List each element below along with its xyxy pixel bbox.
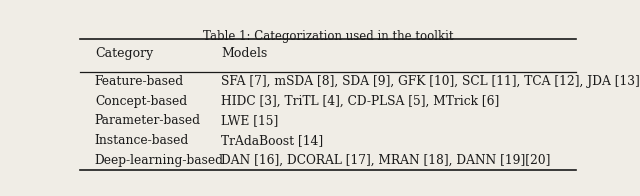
- Text: Table 1: Categorization used in the toolkit: Table 1: Categorization used in the tool…: [203, 30, 453, 43]
- Text: Concept-based: Concept-based: [95, 95, 187, 108]
- Text: Feature-based: Feature-based: [95, 75, 184, 88]
- Text: SFA [7], mSDA [8], SDA [9], GFK [10], SCL [11], TCA [12], JDA [13]: SFA [7], mSDA [8], SDA [9], GFK [10], SC…: [221, 75, 640, 88]
- Text: HIDC [3], TriTL [4], CD-PLSA [5], MTrick [6]: HIDC [3], TriTL [4], CD-PLSA [5], MTrick…: [221, 95, 500, 108]
- Text: LWE [15]: LWE [15]: [221, 114, 278, 127]
- Text: Category: Category: [95, 47, 153, 60]
- Text: DAN [16], DCORAL [17], MRAN [18], DANN [19][20]: DAN [16], DCORAL [17], MRAN [18], DANN […: [221, 154, 551, 167]
- Text: Parameter-based: Parameter-based: [95, 114, 201, 127]
- Text: TrAdaBoost [14]: TrAdaBoost [14]: [221, 134, 323, 147]
- Text: Instance-based: Instance-based: [95, 134, 189, 147]
- Text: Deep-learning-based: Deep-learning-based: [95, 154, 224, 167]
- Text: Models: Models: [221, 47, 268, 60]
